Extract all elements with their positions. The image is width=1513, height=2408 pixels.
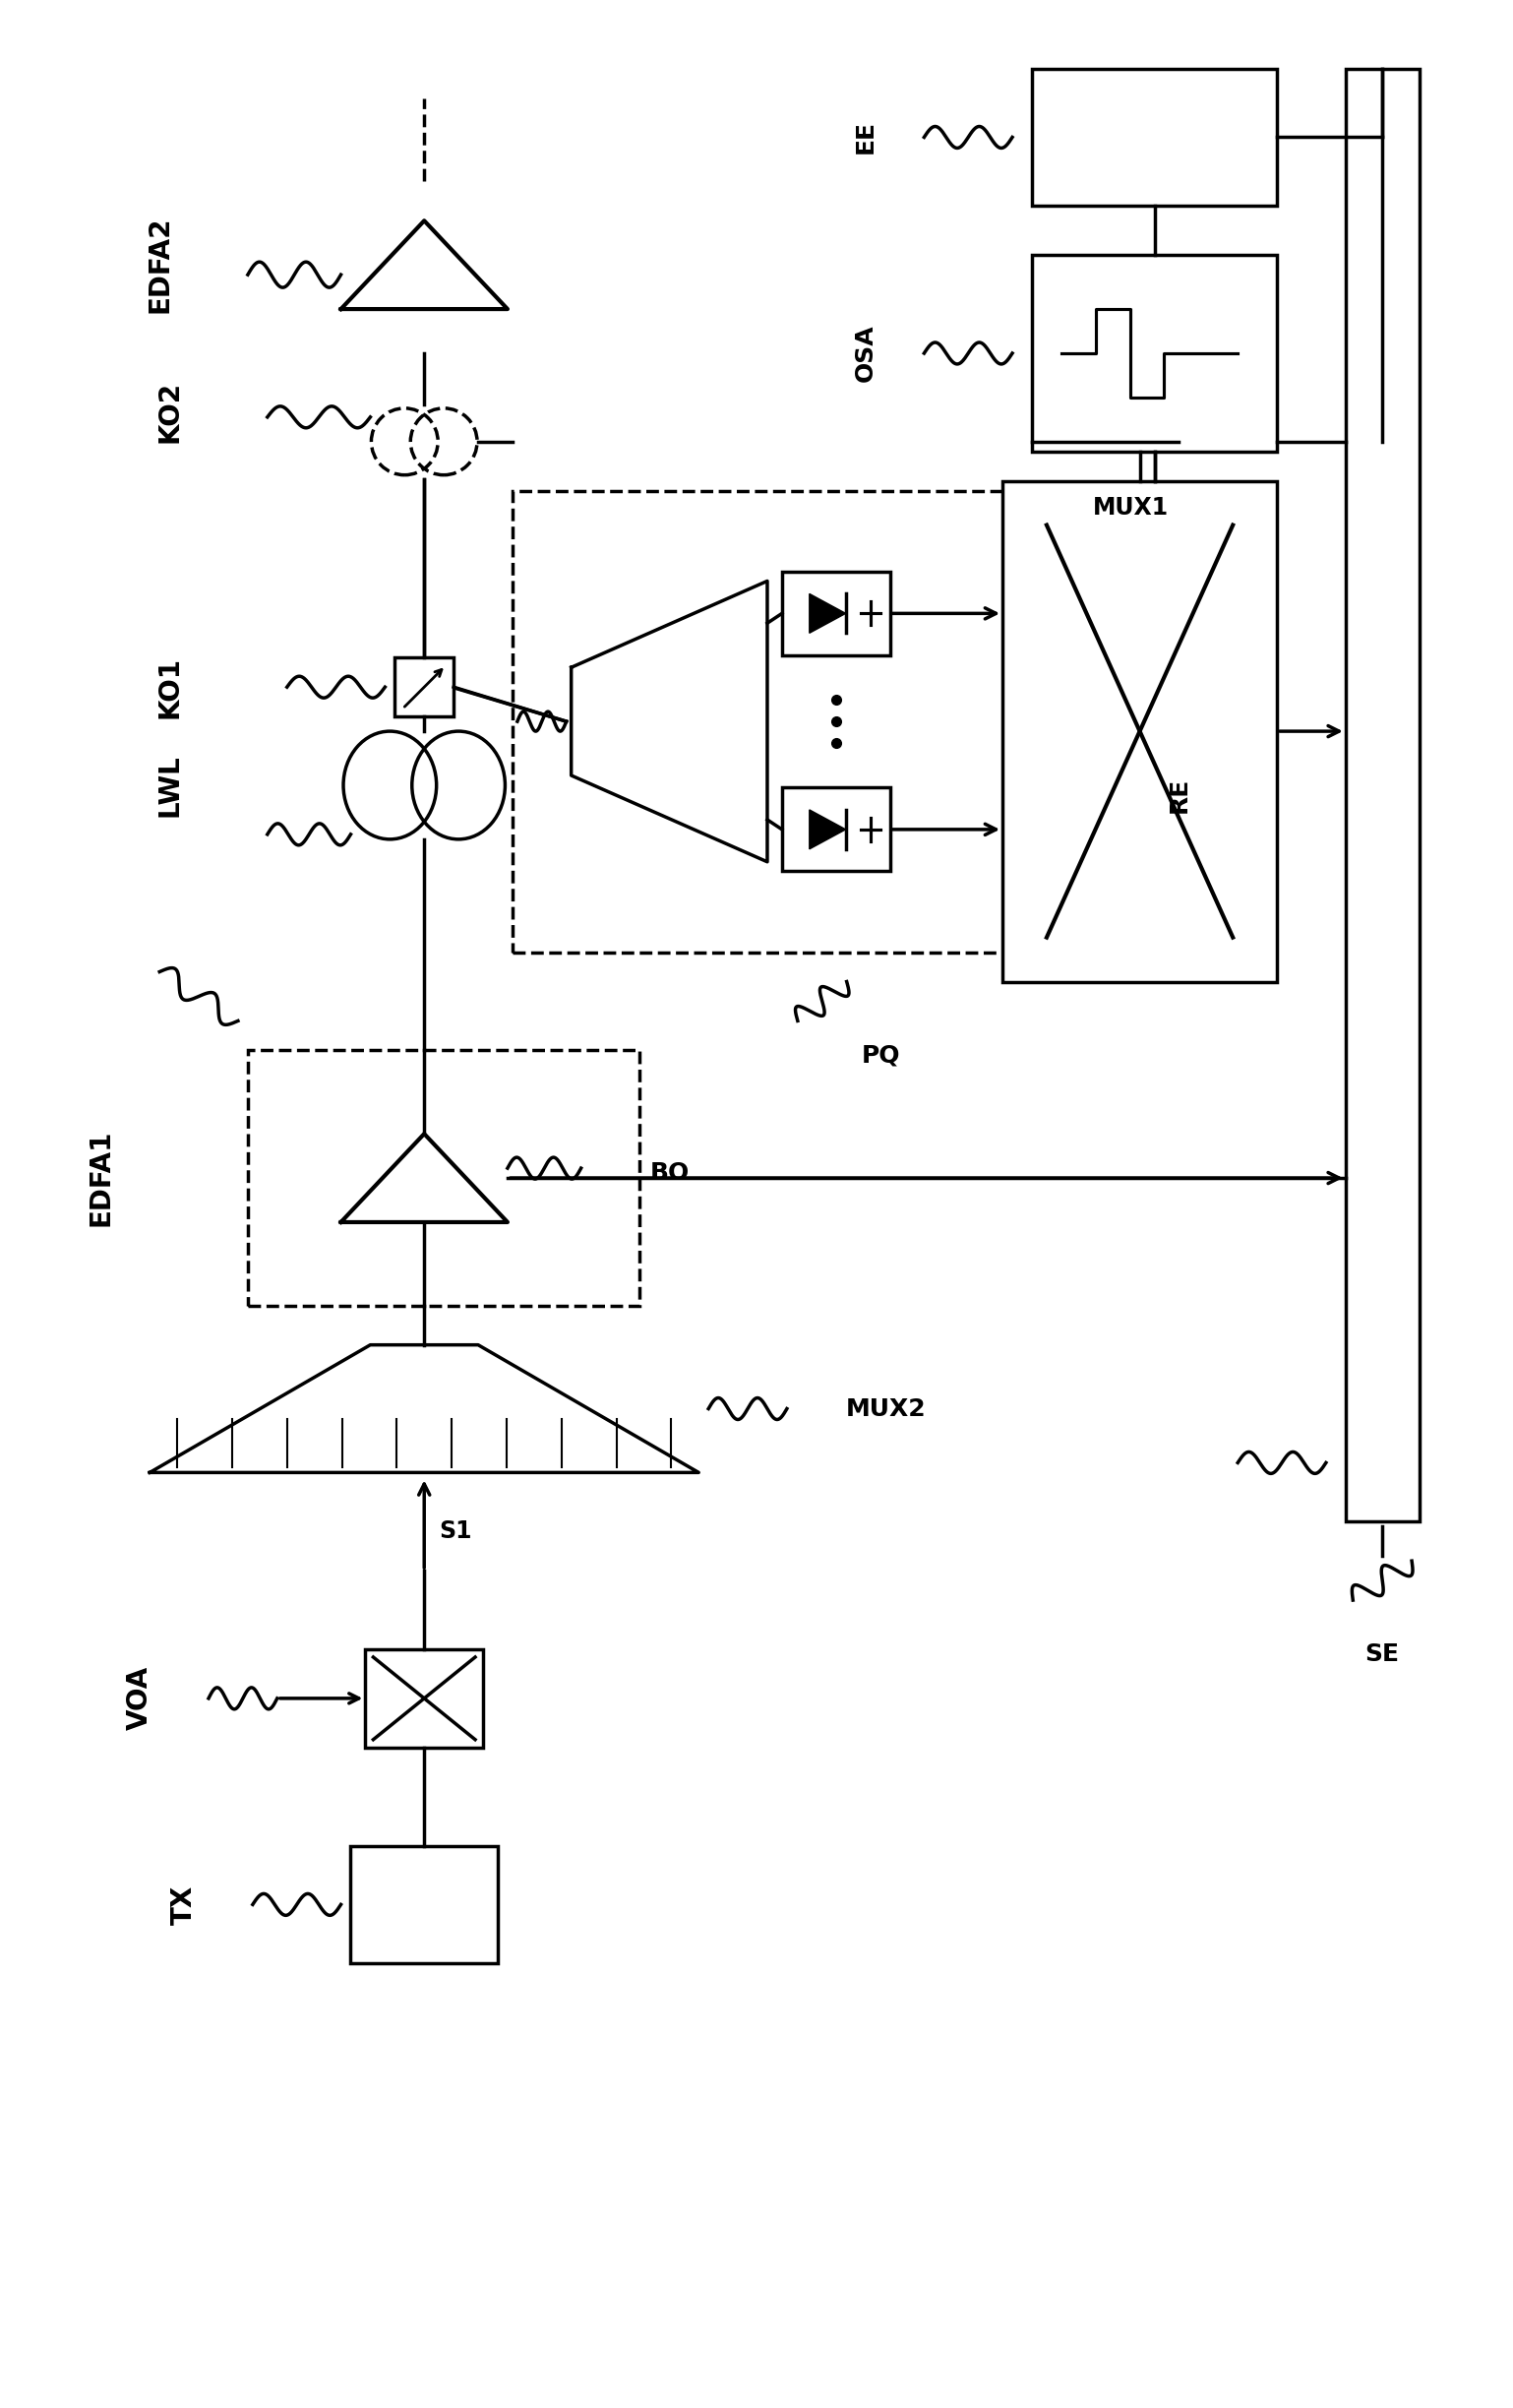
Bar xyxy=(513,491,1179,951)
Text: EE: EE xyxy=(853,120,878,154)
Text: RE: RE xyxy=(1167,778,1191,814)
Text: TX: TX xyxy=(171,1885,198,1924)
Text: KO2: KO2 xyxy=(156,380,183,443)
Bar xyxy=(1003,482,1277,982)
Text: BO: BO xyxy=(649,1161,690,1185)
Bar xyxy=(248,1050,640,1305)
Bar xyxy=(1345,67,1419,1522)
Text: VOA: VOA xyxy=(126,1666,154,1731)
Bar xyxy=(395,657,454,718)
Text: OSA: OSA xyxy=(853,325,878,383)
Bar xyxy=(351,1845,498,1963)
Polygon shape xyxy=(809,809,846,850)
Bar xyxy=(782,787,890,872)
Text: MUX2: MUX2 xyxy=(846,1397,926,1421)
Bar xyxy=(366,1649,483,1748)
Text: SE: SE xyxy=(1365,1642,1400,1666)
Text: LWL: LWL xyxy=(156,754,183,816)
Bar xyxy=(1032,67,1277,207)
Polygon shape xyxy=(809,595,846,633)
Text: KO1: KO1 xyxy=(156,655,183,718)
Text: EDFA2: EDFA2 xyxy=(145,217,174,313)
Text: MUX1: MUX1 xyxy=(1094,496,1170,520)
Text: EDFA1: EDFA1 xyxy=(86,1129,115,1226)
Text: S1: S1 xyxy=(439,1519,472,1544)
Bar xyxy=(1032,255,1277,450)
Bar xyxy=(782,571,890,655)
Text: PQ: PQ xyxy=(861,1043,900,1067)
